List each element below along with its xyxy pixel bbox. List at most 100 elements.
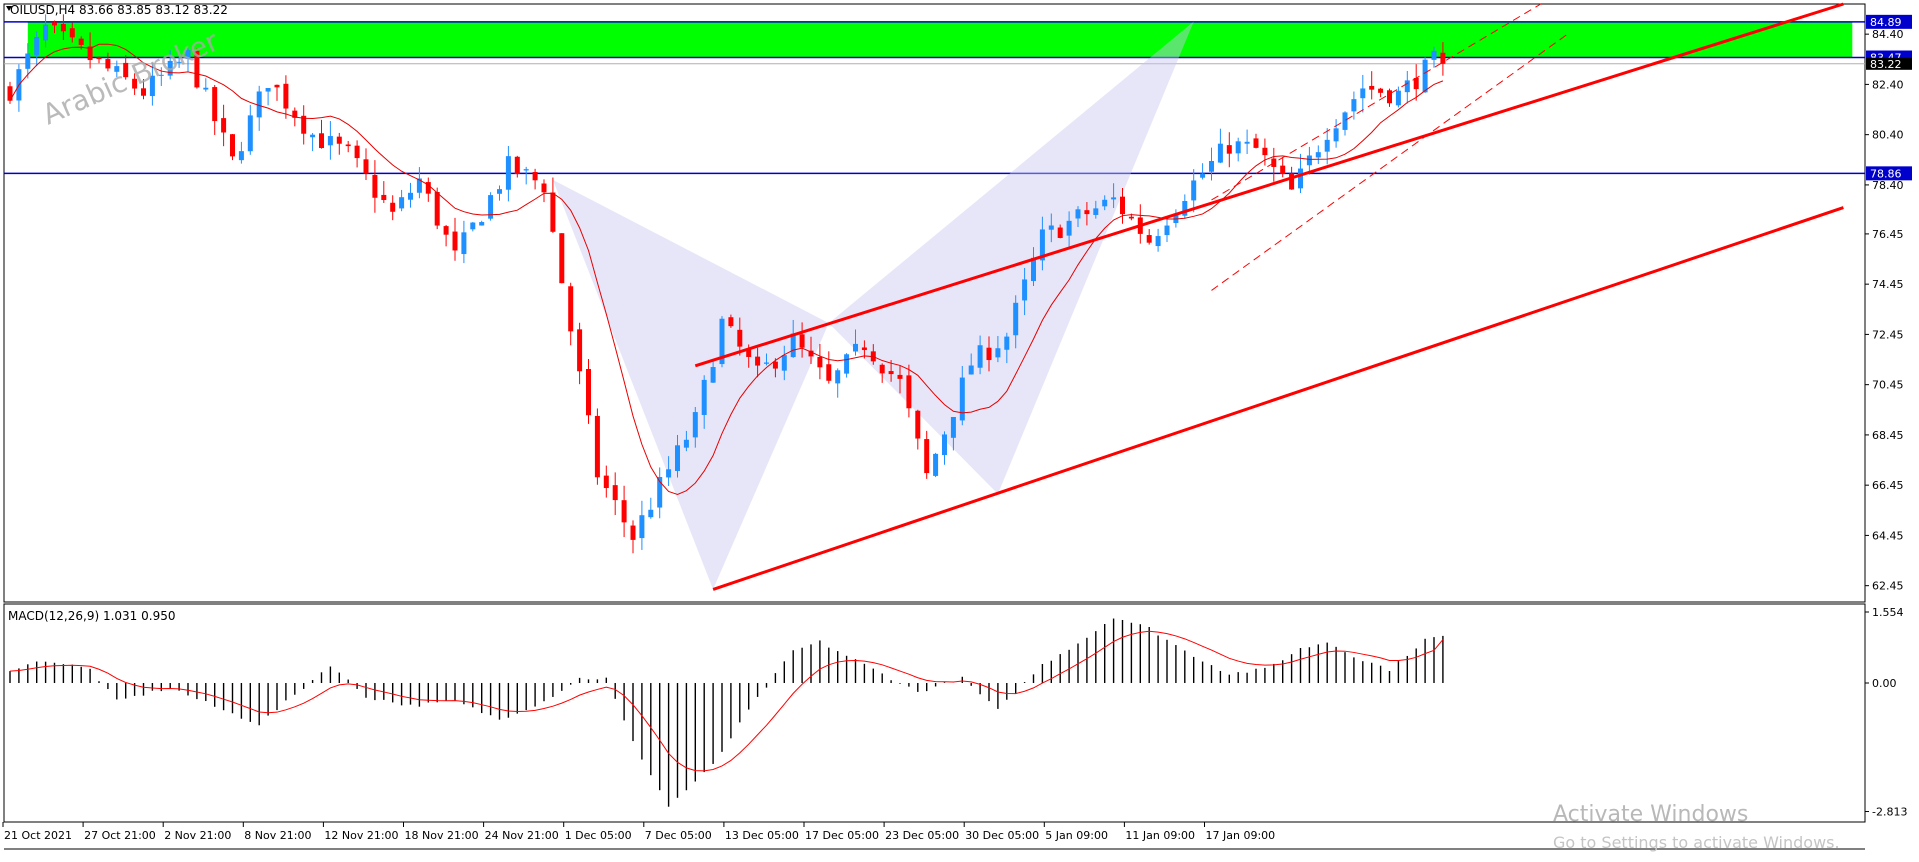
price-tick-label: 62.45 xyxy=(1872,580,1904,593)
candle-body xyxy=(790,333,796,358)
candle-body xyxy=(835,370,841,384)
macd-histogram xyxy=(9,618,1444,807)
candle-body xyxy=(514,156,520,175)
candle-body xyxy=(1253,138,1259,148)
candle-body xyxy=(1395,90,1401,106)
candle-body xyxy=(630,525,636,540)
candle-body xyxy=(1084,210,1090,215)
candle-body xyxy=(301,115,307,134)
candle-body xyxy=(1075,209,1081,219)
candle-body xyxy=(612,485,618,501)
candle-body xyxy=(1422,59,1428,93)
candle-body xyxy=(639,515,645,539)
candle-body xyxy=(60,24,66,32)
candle-body xyxy=(799,334,805,348)
candle-body xyxy=(764,362,769,364)
candle-body xyxy=(194,50,200,88)
candle-body xyxy=(1111,197,1117,200)
symbol-header: OILUSD,H4 83.66 83.85 83.12 83.22 xyxy=(10,3,228,17)
candle-body xyxy=(968,365,974,375)
candle-body xyxy=(746,349,752,357)
candle-body xyxy=(1369,85,1375,90)
candle-body xyxy=(1173,213,1179,223)
macd-panel[interactable]: MACD(12,26,9) 1.031 0.950 xyxy=(3,603,1866,823)
price-tick-label: 70.45 xyxy=(1872,379,1904,392)
candle-body xyxy=(1226,145,1232,154)
candle-body xyxy=(728,317,734,327)
candle-body xyxy=(701,379,707,415)
candle-body xyxy=(114,66,120,72)
candle-body xyxy=(363,159,369,174)
candle-body xyxy=(1387,90,1392,104)
candle-body xyxy=(755,356,761,366)
price-axis[interactable]: 84.40 82.40 80.40 78.40 76.45 74.45 72.45 70.45… xyxy=(1865,28,1904,593)
time-tick-label: 8 Nov 21:00 xyxy=(244,829,311,842)
candle-body xyxy=(425,182,431,194)
candle-body xyxy=(265,88,271,92)
candle-body xyxy=(1209,160,1214,172)
candle-body xyxy=(408,192,413,200)
candle-body xyxy=(158,74,164,76)
channel-line-dashed[interactable] xyxy=(1211,3,1542,201)
candle-body xyxy=(915,410,921,439)
candle-body xyxy=(105,59,111,69)
time-axis[interactable]: 21 Oct 2021 27 Oct 21:00 2 Nov 21:00 8 Nov … xyxy=(2,822,1865,850)
macd-tick-label: -2.813 xyxy=(1872,806,1907,819)
candle-body xyxy=(96,57,102,60)
candle-body xyxy=(7,86,13,101)
candle-body xyxy=(1306,155,1312,166)
candle-body xyxy=(87,46,93,61)
candle-body xyxy=(986,347,992,361)
candle-body xyxy=(1378,88,1384,93)
channel-line-dashed[interactable] xyxy=(1211,33,1568,291)
candle-body xyxy=(292,110,298,118)
candle-body xyxy=(443,226,449,235)
time-tick-label: 5 Jan 09:00 xyxy=(1045,829,1108,842)
trend-line[interactable] xyxy=(694,2,1844,368)
time-tick-label: 12 Nov 21:00 xyxy=(324,829,398,842)
candle-body xyxy=(648,509,654,518)
candle-body xyxy=(1164,225,1170,236)
candle-body xyxy=(69,28,75,38)
price-tick-label: 64.45 xyxy=(1872,529,1904,542)
candle-body xyxy=(772,361,778,369)
level-badge xyxy=(1866,14,1912,29)
moving-average-line xyxy=(9,43,1444,495)
candle-body xyxy=(1004,336,1010,350)
candle-body xyxy=(247,115,253,152)
price-tick-label: 76.45 xyxy=(1872,228,1904,241)
collapse-arrow-icon[interactable] xyxy=(6,6,12,11)
candle-body xyxy=(43,24,49,41)
time-tick-label: 13 Dec 05:00 xyxy=(725,829,799,842)
horizontal-levels[interactable] xyxy=(4,21,1865,175)
macd-axis: 1.554 0.00 -2.813 xyxy=(1865,606,1907,819)
candle-body xyxy=(1342,112,1348,130)
candle-body xyxy=(1440,52,1446,64)
harmonic-pattern-xab xyxy=(552,179,829,590)
candle-body xyxy=(167,60,173,76)
current-price-label: 83.22 xyxy=(1870,58,1902,71)
price-panel[interactable]: OILUSD,H4 83.66 83.85 83.12 83.22 Arabic… xyxy=(3,2,1866,603)
candle-body xyxy=(586,368,591,416)
candle-body xyxy=(1120,196,1125,215)
time-tick-label: 18 Nov 21:00 xyxy=(405,829,479,842)
price-tick-label: 72.45 xyxy=(1872,328,1904,341)
time-tick-label: 11 Jan 09:00 xyxy=(1125,829,1195,842)
candle-body xyxy=(683,439,689,448)
candle-body xyxy=(203,87,209,90)
trend-line[interactable] xyxy=(712,206,1844,591)
candle-body xyxy=(310,134,316,138)
candle-body xyxy=(354,145,360,159)
trend-lines[interactable] xyxy=(694,2,1844,591)
time-tick-label: 24 Nov 21:00 xyxy=(485,829,559,842)
candle-body xyxy=(327,136,333,146)
candle-body xyxy=(274,84,280,88)
time-tick-label: 7 Dec 05:00 xyxy=(645,829,712,842)
candle-body xyxy=(238,151,244,161)
candle-body xyxy=(1289,173,1295,190)
candle-body xyxy=(942,434,947,456)
macd-tick-label: 1.554 xyxy=(1872,606,1904,619)
candle-body xyxy=(399,197,405,209)
candle-body xyxy=(1039,229,1045,261)
